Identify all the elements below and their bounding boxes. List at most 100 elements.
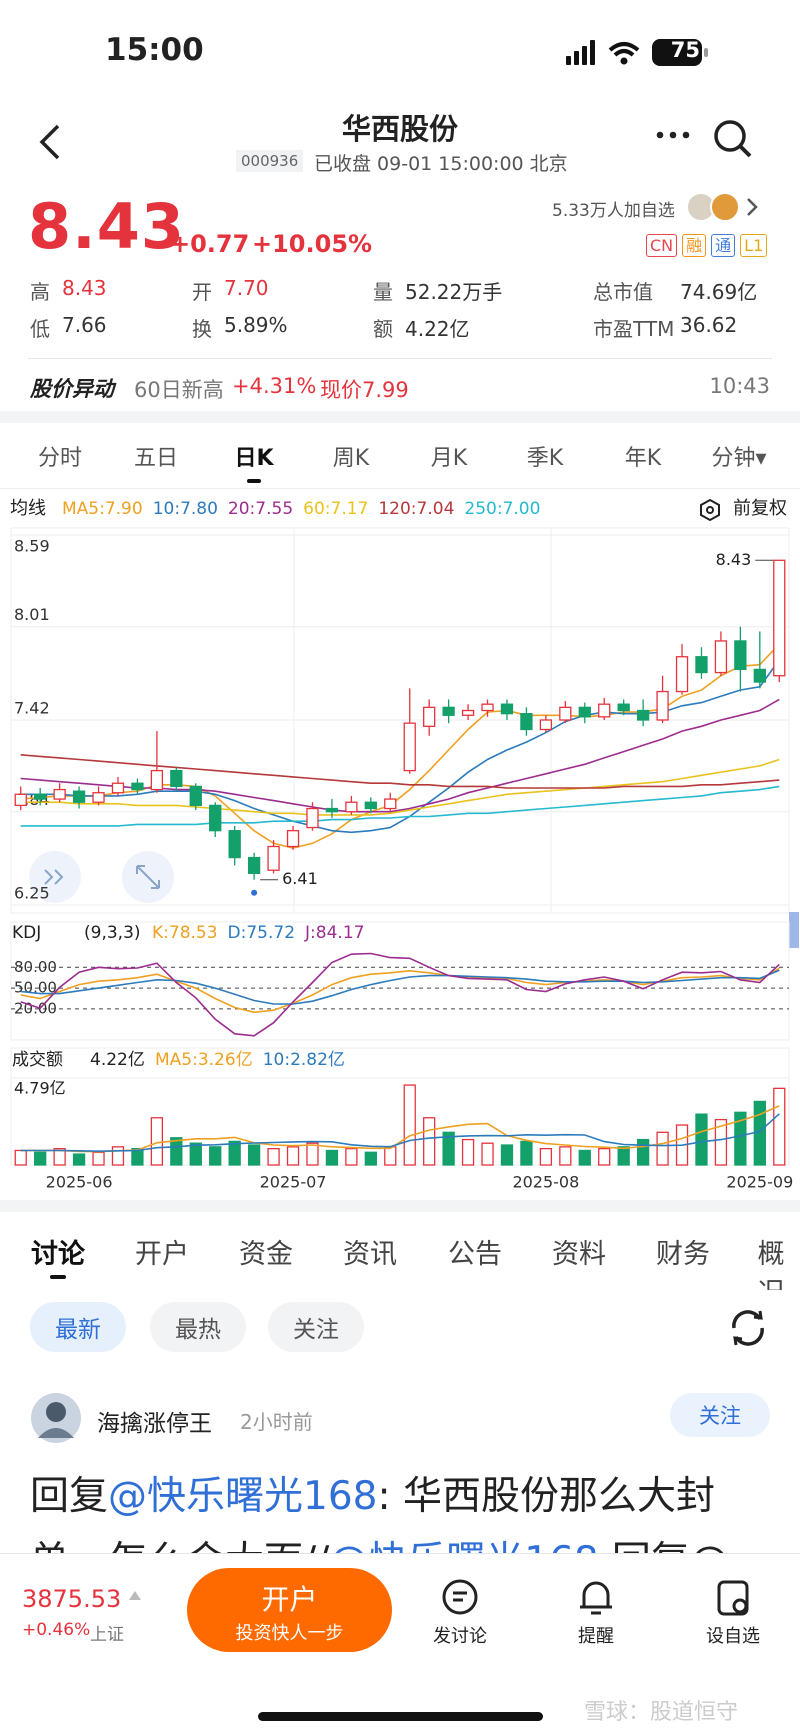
legend-item: K:78.53 (152, 923, 218, 943)
volume-bar (247, 1144, 261, 1166)
chart-tab[interactable]: 季K (526, 446, 564, 471)
volume-bar (209, 1146, 222, 1166)
follower-avatars (686, 192, 758, 222)
open-account-button[interactable] (187, 1568, 392, 1652)
alert-icon[interactable] (580, 1581, 612, 1615)
volume-title: 成交额 (12, 1050, 63, 1070)
filter-pill[interactable]: 最热 (150, 1302, 246, 1352)
back-button[interactable] (36, 122, 66, 162)
index-arrow (129, 1591, 141, 1600)
alert-pct: +4.31% (232, 374, 317, 398)
candle-body (442, 706, 455, 716)
volume-bar (14, 1149, 27, 1166)
x-tick-label: 2025-06 (46, 1173, 113, 1192)
chart-tab[interactable]: 分时 (37, 446, 83, 471)
volume-bar (286, 1146, 300, 1166)
more-button[interactable] (654, 125, 694, 145)
action-icons (442, 1579, 749, 1616)
expand-buttons[interactable] (29, 851, 174, 903)
feed-tab[interactable]: 开户 (135, 1239, 189, 1270)
volume-current: 4.22亿 (90, 1050, 145, 1070)
chart-tab[interactable]: 日K (234, 446, 274, 471)
volume-bar (345, 1148, 358, 1166)
price: 8.43 (28, 190, 185, 263)
legend-item: 20:7.55 (228, 499, 293, 519)
filter-pill[interactable]: 关注 (268, 1302, 364, 1352)
action-label[interactable]: 提醒 (578, 1626, 614, 1647)
badges: CN 融通 L1 (646, 234, 768, 257)
chart-tab[interactable]: 五日 (133, 446, 179, 471)
feed-tab[interactable]: 概况 (757, 1239, 785, 1290)
chart-tab[interactable]: 周K (332, 446, 370, 471)
feed-tab[interactable]: 公告 (448, 1239, 502, 1270)
feed-tab[interactable]: 资金 (239, 1239, 293, 1270)
stat-value: 74.69亿 (680, 280, 758, 304)
indicator-line (20, 967, 780, 1014)
stat-label: 额 (373, 317, 393, 341)
legend-item: 10:2.82亿 (263, 1050, 345, 1070)
candle-body (520, 713, 533, 731)
author-avatar[interactable] (30, 1392, 82, 1444)
volume-bar (695, 1113, 708, 1166)
stat-label: 低 (30, 317, 50, 341)
volume-frame (10, 1047, 790, 1166)
feed-tab[interactable]: 财务 (656, 1239, 710, 1270)
feed-tab[interactable]: 讨论 (31, 1239, 85, 1270)
legend-item: MA5:3.26亿 (155, 1050, 253, 1070)
y-tick-label: 6.25 (14, 884, 50, 903)
side-handle[interactable] (789, 912, 799, 948)
watchlist-icon[interactable] (717, 1580, 749, 1616)
chart-tab[interactable]: 年K (624, 446, 662, 471)
tabs-divider (0, 488, 800, 489)
y-tick-label: 8.01 (14, 605, 50, 624)
stat-label: 总市值 (593, 280, 653, 304)
post-mention[interactable]: @快乐曙光168 (108, 1474, 378, 1519)
post-prefix: 回复 (30, 1474, 109, 1519)
indicator-line (20, 952, 780, 1037)
volume-bar (306, 1142, 319, 1166)
candle-body (306, 807, 319, 829)
candle-body (753, 668, 766, 683)
indicator-line (20, 785, 780, 827)
section-gap (0, 1200, 800, 1212)
feed-tab-underline (50, 1275, 66, 1279)
volume-bar (150, 1117, 164, 1166)
volume-bar (539, 1148, 553, 1166)
volume-bar (423, 1117, 436, 1166)
badge: 融 (682, 234, 707, 257)
chart-tab[interactable]: 月K (430, 446, 468, 471)
volume-bar (442, 1131, 455, 1166)
followers[interactable]: 5.33万人加自选 (552, 201, 675, 221)
volume-bar (53, 1148, 66, 1166)
stat-label: 高 (30, 280, 50, 304)
adjust-mode[interactable]: 前复权 (733, 498, 787, 519)
search-button[interactable] (712, 118, 754, 160)
y-tick-label: 4.79亿 (14, 1079, 66, 1098)
refresh-button[interactable] (726, 1306, 770, 1350)
price-change-pct: +10.05% (252, 230, 373, 258)
indicator-line (20, 698, 780, 813)
candle-body (150, 769, 164, 791)
stat-label: 市盈TTM (593, 317, 675, 341)
tab-underline (247, 479, 261, 483)
chart-tab[interactable]: 分钟▾ (711, 446, 767, 471)
follow-button[interactable]: 关注 (670, 1393, 770, 1437)
candle-body (345, 801, 358, 813)
volume-bar (403, 1084, 416, 1166)
action-label[interactable]: 设自选 (706, 1626, 760, 1647)
volume-bar (773, 1087, 786, 1166)
open-account-sub: 投资快人一步 (235, 1623, 344, 1644)
volume-bar (111, 1146, 125, 1166)
action-label[interactable]: 发讨论 (433, 1626, 487, 1647)
author-name[interactable]: 海擒涨停王 (97, 1411, 212, 1437)
candle-body (500, 703, 514, 715)
feed-tab[interactable]: 资讯 (343, 1239, 397, 1270)
volume-bar (189, 1142, 202, 1166)
legend-item: MA5:7.90 (62, 499, 143, 519)
feed-tab[interactable]: 资料 (552, 1239, 606, 1270)
discuss-icon[interactable] (442, 1579, 478, 1615)
filter-pill[interactable]: 最新 (30, 1302, 126, 1352)
index-value[interactable]: 3875.53 (22, 1585, 122, 1613)
indicator-line (20, 969, 780, 1005)
volume-bar (34, 1151, 47, 1166)
